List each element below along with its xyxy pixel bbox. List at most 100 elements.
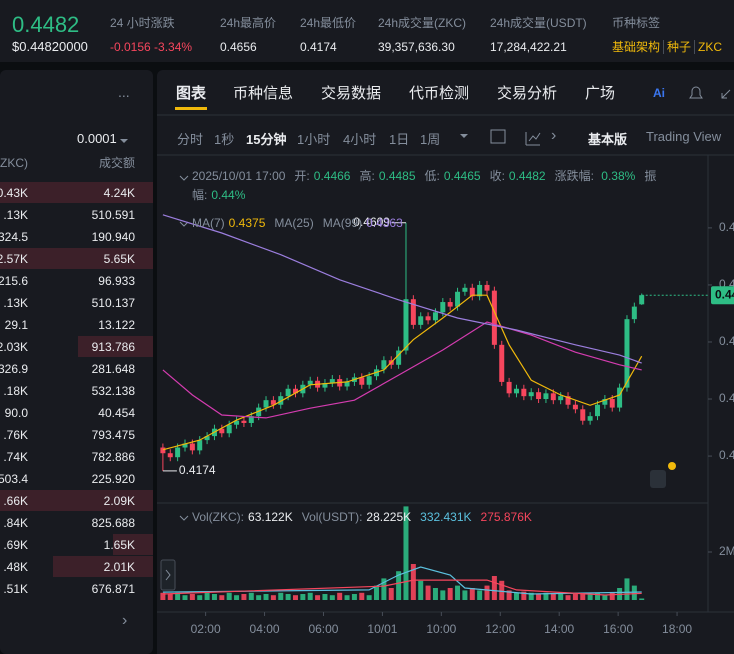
icon-expand[interactable] bbox=[721, 89, 731, 99]
volume-bar bbox=[506, 590, 512, 600]
x-tick-label: 10/01 bbox=[367, 622, 397, 636]
row-total: 225.920 bbox=[91, 472, 135, 486]
candle-body bbox=[432, 312, 438, 321]
tag[interactable]: ZKC bbox=[698, 40, 723, 54]
candle-body bbox=[322, 383, 328, 388]
interval[interactable]: 4小时 bbox=[343, 132, 377, 147]
dropdown-icon[interactable] bbox=[120, 139, 128, 143]
row-amount: 0.43K bbox=[0, 186, 28, 200]
legend-value: 275.876K bbox=[480, 510, 532, 524]
row-total: 2.09K bbox=[103, 494, 135, 508]
stat-value: 17,284,422.21 bbox=[490, 40, 567, 54]
volume-bar bbox=[351, 594, 357, 600]
legend-value: 332.431K bbox=[420, 510, 472, 524]
volume-bar bbox=[484, 585, 490, 600]
note-badge bbox=[668, 462, 676, 470]
volume-bar bbox=[425, 585, 431, 600]
icon-ai[interactable]: Ai bbox=[653, 86, 665, 100]
interval[interactable]: 1小时 bbox=[297, 132, 331, 147]
icon-bell[interactable] bbox=[689, 86, 703, 99]
y-tick-label: 0.4600 bbox=[719, 220, 734, 234]
candle-body bbox=[403, 299, 409, 351]
ma-line bbox=[162, 566, 642, 595]
volume-bar bbox=[175, 592, 181, 600]
icon-indicators[interactable] bbox=[525, 132, 541, 146]
ma-legend: MA(7) 0.4375 MA(25) MA(99) 0.4363 bbox=[192, 214, 412, 233]
volume-bar bbox=[315, 595, 321, 600]
icon-settings[interactable] bbox=[490, 129, 506, 144]
tag[interactable]: 种子 bbox=[667, 40, 692, 54]
row-amount: .66K bbox=[3, 494, 28, 508]
info-value: 0.38% bbox=[601, 169, 636, 183]
last-price-usd: $0.44820000 bbox=[12, 39, 88, 54]
row-amount: 2.57K bbox=[0, 252, 28, 266]
depth-bar bbox=[78, 336, 153, 357]
row-amount: 215.6 bbox=[0, 274, 28, 288]
dropdown-icon[interactable] bbox=[460, 134, 468, 138]
volume-bar bbox=[550, 594, 556, 600]
ma-line bbox=[162, 579, 642, 596]
volume-bar bbox=[366, 595, 372, 600]
row-amount: .84K bbox=[3, 516, 28, 530]
row-amount: 324.5 bbox=[0, 230, 28, 244]
interval[interactable]: 1日 bbox=[389, 132, 410, 147]
volume-bar bbox=[631, 585, 637, 600]
candle-body bbox=[447, 302, 453, 307]
tag[interactable]: 基础架构 bbox=[612, 40, 661, 54]
candle-body bbox=[550, 393, 556, 401]
candle-body bbox=[189, 443, 195, 451]
side-toggle[interactable] bbox=[160, 559, 176, 591]
volume-bar bbox=[469, 588, 475, 600]
row-total: 825.688 bbox=[91, 516, 135, 530]
y-tick-label: 2M bbox=[719, 544, 734, 558]
tab[interactable]: 交易分析 bbox=[497, 85, 558, 102]
x-tick-label: 10:00 bbox=[426, 622, 456, 636]
interval[interactable]: 15分钟 bbox=[246, 132, 287, 147]
volume-bar bbox=[278, 592, 284, 600]
menu[interactable]: ... bbox=[118, 84, 130, 100]
tab[interactable]: 广场 bbox=[585, 85, 616, 102]
info-value: 0.4466 bbox=[313, 169, 351, 183]
note-icon[interactable] bbox=[650, 470, 666, 488]
collapse-icons[interactable] bbox=[179, 175, 189, 521]
row-total: 96.933 bbox=[98, 274, 135, 288]
info-label: 开: bbox=[294, 169, 310, 183]
volume-bar bbox=[513, 592, 519, 600]
volume-bar bbox=[595, 592, 601, 600]
interval[interactable]: 1秒 bbox=[214, 132, 235, 147]
info-label: 振幅: bbox=[192, 169, 657, 202]
volume-bar bbox=[543, 592, 549, 600]
stat-label: 24h最低价 bbox=[300, 16, 357, 30]
view-option[interactable]: 基本版 bbox=[588, 132, 628, 147]
y-tick-label: 0.4200 bbox=[719, 448, 734, 462]
volume-bar bbox=[241, 594, 247, 600]
tab[interactable]: 币种信息 bbox=[233, 85, 294, 102]
top-bar bbox=[0, 0, 734, 62]
depth-bar bbox=[0, 490, 153, 511]
row-amount: 2.03K bbox=[0, 340, 28, 354]
row-amount: .69K bbox=[3, 538, 28, 552]
volume-bar bbox=[197, 595, 203, 600]
stat-label: 24h最高价 bbox=[220, 16, 277, 30]
candle-body bbox=[292, 388, 298, 394]
view-option[interactable]: Trading View bbox=[646, 129, 722, 144]
interval[interactable]: 分时 bbox=[177, 132, 204, 147]
candle-body bbox=[160, 447, 166, 454]
toolbar-more[interactable]: › bbox=[551, 127, 557, 144]
tick-size[interactable]: 0.0001 bbox=[77, 131, 117, 146]
row-total: 793.475 bbox=[91, 428, 135, 442]
row-amount: 503.4 bbox=[0, 472, 28, 486]
tab[interactable]: 代币检测 bbox=[409, 85, 470, 102]
info-label: 低: bbox=[424, 169, 440, 183]
more-arrow[interactable]: › bbox=[122, 612, 128, 629]
interval[interactable]: 1周 bbox=[420, 132, 441, 147]
candle-body bbox=[624, 319, 630, 388]
stat-value: 39,357,636.30 bbox=[378, 40, 455, 54]
candle-body bbox=[595, 404, 601, 417]
candle-body bbox=[477, 284, 483, 297]
volume-bar bbox=[491, 576, 497, 600]
tab[interactable]: 交易数据 bbox=[321, 85, 382, 102]
candle-body bbox=[234, 420, 240, 425]
tab[interactable]: 图表 bbox=[176, 85, 207, 102]
